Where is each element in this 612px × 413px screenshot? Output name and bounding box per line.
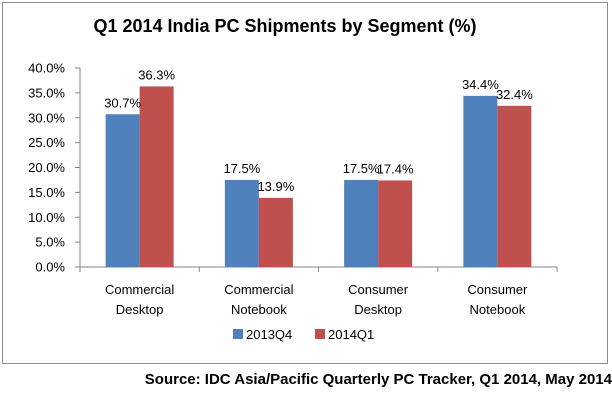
chart-title: Q1 2014 India PC Shipments by Segment (%… [93, 16, 476, 36]
bar [378, 180, 413, 267]
x-tick-label: Desktop [116, 302, 164, 317]
data-label: 30.7% [104, 95, 141, 110]
bar [139, 86, 174, 267]
legend-swatch [315, 329, 325, 339]
source-note: Source: IDC Asia/Pacific Quarterly PC Tr… [144, 371, 612, 388]
x-tick-label: Commercial [224, 282, 293, 297]
bar [258, 197, 293, 267]
y-tick-label: 5.0% [35, 235, 65, 250]
y-tick-label: 40.0% [28, 61, 65, 76]
x-tick-label: Consumer [348, 282, 409, 297]
bar [344, 179, 379, 267]
legend-label: 2014Q1 [328, 327, 374, 342]
bar [224, 179, 259, 267]
bar [105, 114, 140, 267]
y-tick-label: 35.0% [28, 85, 65, 100]
x-tick-label: Consumer [467, 282, 528, 297]
y-tick-label: 30.0% [28, 110, 65, 125]
data-label: 32.4% [496, 87, 533, 102]
y-tick-label: 15.0% [28, 185, 65, 200]
x-tick-label: Notebook [231, 302, 287, 317]
data-label: 36.3% [138, 67, 175, 82]
data-labels: 30.7%36.3%17.5%13.9%17.5%17.4%34.4%32.4% [104, 67, 533, 193]
data-label: 17.5% [343, 161, 380, 176]
x-tick-label: Commercial [105, 282, 174, 297]
bar [463, 95, 498, 267]
data-label: 13.9% [257, 179, 294, 194]
y-tick-label: 20.0% [28, 160, 65, 175]
data-label: 17.4% [377, 161, 414, 176]
bars [105, 86, 532, 267]
y-tick-label: 10.0% [28, 210, 65, 225]
data-label: 17.5% [223, 161, 260, 176]
x-tick-label: Desktop [354, 302, 402, 317]
x-tick-label: Notebook [470, 302, 526, 317]
y-tick-label: 0.0% [35, 260, 65, 275]
y-tick-label: 25.0% [28, 135, 65, 150]
legend: 2013Q4 2014Q1 [233, 327, 374, 342]
bar [497, 105, 532, 267]
axes: 0.0% 5.0% 10.0% 15.0% 20.0% 25.0% 30.0% 35.0% 40… [28, 61, 558, 317]
legend-label: 2013Q4 [246, 327, 292, 342]
legend-swatch [233, 329, 243, 339]
data-label: 34.4% [462, 77, 499, 92]
